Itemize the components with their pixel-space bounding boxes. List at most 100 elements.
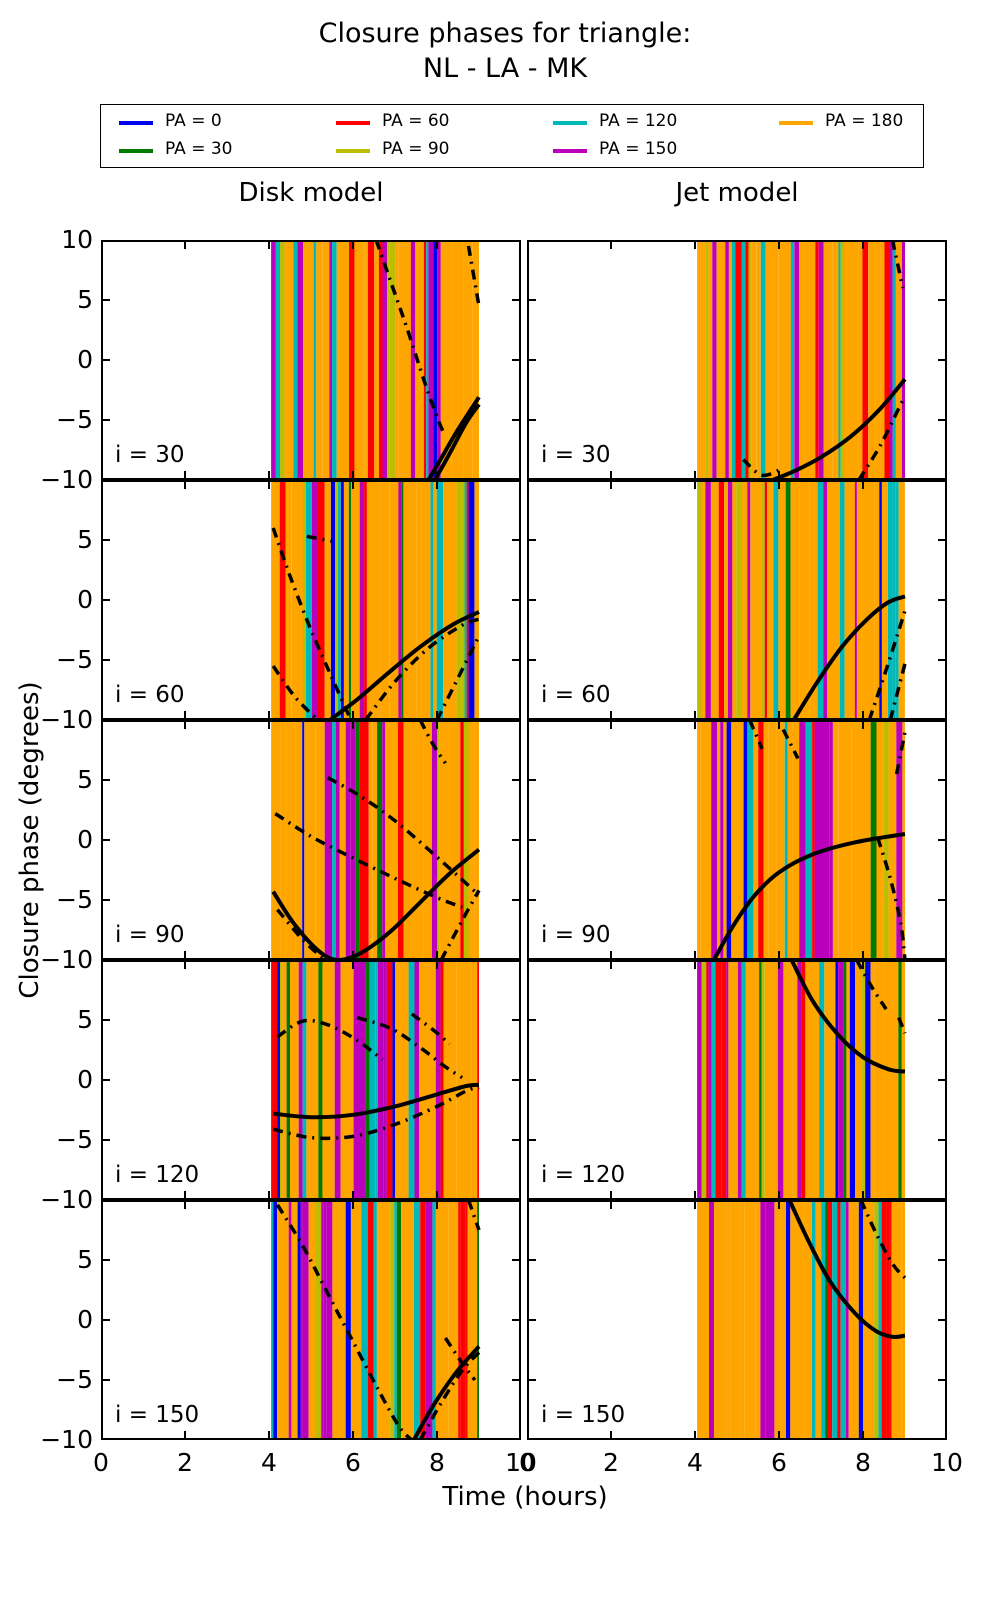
stripe-field bbox=[271, 240, 479, 480]
closure-curve-solid bbox=[433, 403, 481, 480]
subplot-jet-i150: i = 150 bbox=[527, 1200, 947, 1440]
stripe-field bbox=[697, 960, 905, 1200]
closure-curve-dashdot bbox=[742, 458, 784, 478]
subplot-jet-i60: i = 60 bbox=[527, 480, 947, 720]
axes-spines bbox=[101, 240, 521, 480]
closure-curve-dashdot bbox=[443, 1337, 477, 1382]
legend-label: PA = 150 bbox=[599, 139, 678, 159]
x-tick-label: 2 bbox=[603, 1448, 619, 1477]
stripe-field bbox=[271, 1200, 479, 1440]
closure-curve-solid bbox=[712, 832, 906, 960]
axes-spines bbox=[527, 720, 947, 960]
closure-curve-dashdot bbox=[857, 395, 907, 480]
closure-curve-solid bbox=[787, 1200, 906, 1339]
y-tick-label: −10 bbox=[40, 1185, 93, 1214]
x-tick-label: 2 bbox=[177, 1448, 193, 1477]
closure-curve-dashdot bbox=[867, 610, 907, 720]
stripe-field bbox=[271, 960, 479, 1200]
subplot-disk-i60: i = 60 bbox=[101, 480, 521, 720]
y-tick-label: −10 bbox=[40, 945, 93, 974]
closure-curve-solid bbox=[271, 848, 481, 960]
axes-spines bbox=[101, 720, 521, 960]
inclination-label: i = 60 bbox=[541, 682, 611, 708]
legend-label: PA = 0 bbox=[165, 111, 222, 131]
subplot-jet-i30: i = 30 bbox=[527, 240, 947, 480]
closure-curve-dashdot bbox=[364, 617, 480, 720]
x-tick-label: 0 bbox=[519, 1448, 535, 1477]
axes-spines bbox=[101, 480, 521, 720]
y-tick-label: 5 bbox=[77, 525, 93, 554]
closure-curve-dashdot bbox=[271, 527, 353, 720]
figure-title: Closure phases for triangle: bbox=[318, 18, 692, 49]
closure-curve-dashdot bbox=[410, 1012, 451, 1046]
closure-curve-dashdot bbox=[418, 1351, 481, 1440]
y-tick-label: −5 bbox=[56, 405, 93, 434]
legend-label: PA = 180 bbox=[825, 111, 904, 131]
inclination-label: i = 90 bbox=[541, 922, 611, 948]
closure-curve-dashdot bbox=[271, 664, 317, 719]
inclination-label: i = 120 bbox=[115, 1162, 199, 1188]
y-tick-label: 0 bbox=[77, 825, 93, 854]
closure-curve-dashdot bbox=[890, 240, 905, 289]
closure-curve-dashdot bbox=[374, 240, 447, 437]
closure-curve-dashdot bbox=[306, 534, 333, 543]
closure-curve-dashdot bbox=[859, 1200, 907, 1280]
closure-curve-dashdot bbox=[274, 812, 463, 909]
axes-spines bbox=[101, 1200, 521, 1440]
legend-swatch bbox=[553, 149, 587, 153]
legend-swatch bbox=[336, 121, 370, 125]
y-tick-label: 0 bbox=[77, 1305, 93, 1334]
y-tick-label: 5 bbox=[77, 285, 93, 314]
subplot-disk-i90: i = 90 bbox=[101, 720, 521, 960]
subplot-disk-i30: i = 30 bbox=[101, 240, 521, 480]
subplot-jet-i90: i = 90 bbox=[527, 720, 947, 960]
figure-subtitle: NL - LA - MK bbox=[422, 53, 588, 84]
x-tick-label: 10 bbox=[505, 1448, 537, 1477]
inclination-label: i = 90 bbox=[115, 922, 185, 948]
closure-curve-solid bbox=[328, 610, 480, 720]
axes-spines bbox=[101, 960, 521, 1200]
stripe-field bbox=[697, 480, 905, 720]
x-tick-label: 10 bbox=[931, 1448, 963, 1477]
closure-curve-dashdot bbox=[326, 776, 481, 897]
closure-curve-solid bbox=[792, 594, 906, 720]
legend-swatch bbox=[779, 121, 813, 125]
closure-curve-dashdot bbox=[855, 960, 888, 1011]
y-tick-label: −10 bbox=[40, 465, 93, 494]
legend-label: PA = 60 bbox=[382, 111, 450, 131]
y-tick-label: −5 bbox=[56, 1365, 93, 1394]
x-tick-label: 4 bbox=[687, 1448, 703, 1477]
x-tick-label: 6 bbox=[771, 1448, 787, 1477]
y-tick-label: −10 bbox=[40, 1425, 93, 1454]
x-tick-label: 4 bbox=[261, 1448, 277, 1477]
y-tick-label: 0 bbox=[77, 345, 93, 374]
inclination-label: i = 120 bbox=[541, 1162, 625, 1188]
closure-curve-dashdot bbox=[894, 731, 907, 775]
y-tick-label: 5 bbox=[77, 1245, 93, 1274]
axes-spines bbox=[527, 240, 947, 480]
x-tick-label: 8 bbox=[429, 1448, 445, 1477]
subplot-disk-i120: i = 120 bbox=[101, 960, 521, 1200]
stripe-field bbox=[271, 480, 479, 720]
x-tick-label: 6 bbox=[345, 1448, 361, 1477]
axes-spines bbox=[527, 480, 947, 720]
axes-spines bbox=[527, 960, 947, 1200]
stripe-field bbox=[271, 720, 479, 960]
column-title-disk: Disk model bbox=[238, 178, 384, 208]
stripe-field bbox=[697, 1200, 905, 1440]
legend-label: PA = 90 bbox=[382, 139, 450, 159]
subplot-disk-i150: i = 150 bbox=[101, 1200, 521, 1440]
inclination-label: i = 150 bbox=[541, 1402, 625, 1428]
inclination-label: i = 150 bbox=[115, 1402, 199, 1428]
stripe-field bbox=[697, 240, 905, 480]
legend-box: PA = 0 PA = 30 PA = 60 PA = 90 PA = 120 PA = … bbox=[100, 104, 924, 168]
closure-curve-solid bbox=[412, 1345, 481, 1440]
closure-curve-dashdot bbox=[276, 1018, 384, 1061]
y-tick-label: 5 bbox=[77, 1005, 93, 1034]
y-tick-label: −10 bbox=[40, 705, 93, 734]
inclination-label: i = 60 bbox=[115, 682, 185, 708]
closure-curve-solid bbox=[771, 377, 907, 480]
y-tick-label: 5 bbox=[77, 765, 93, 794]
closure-curve-dashdot bbox=[747, 720, 764, 750]
